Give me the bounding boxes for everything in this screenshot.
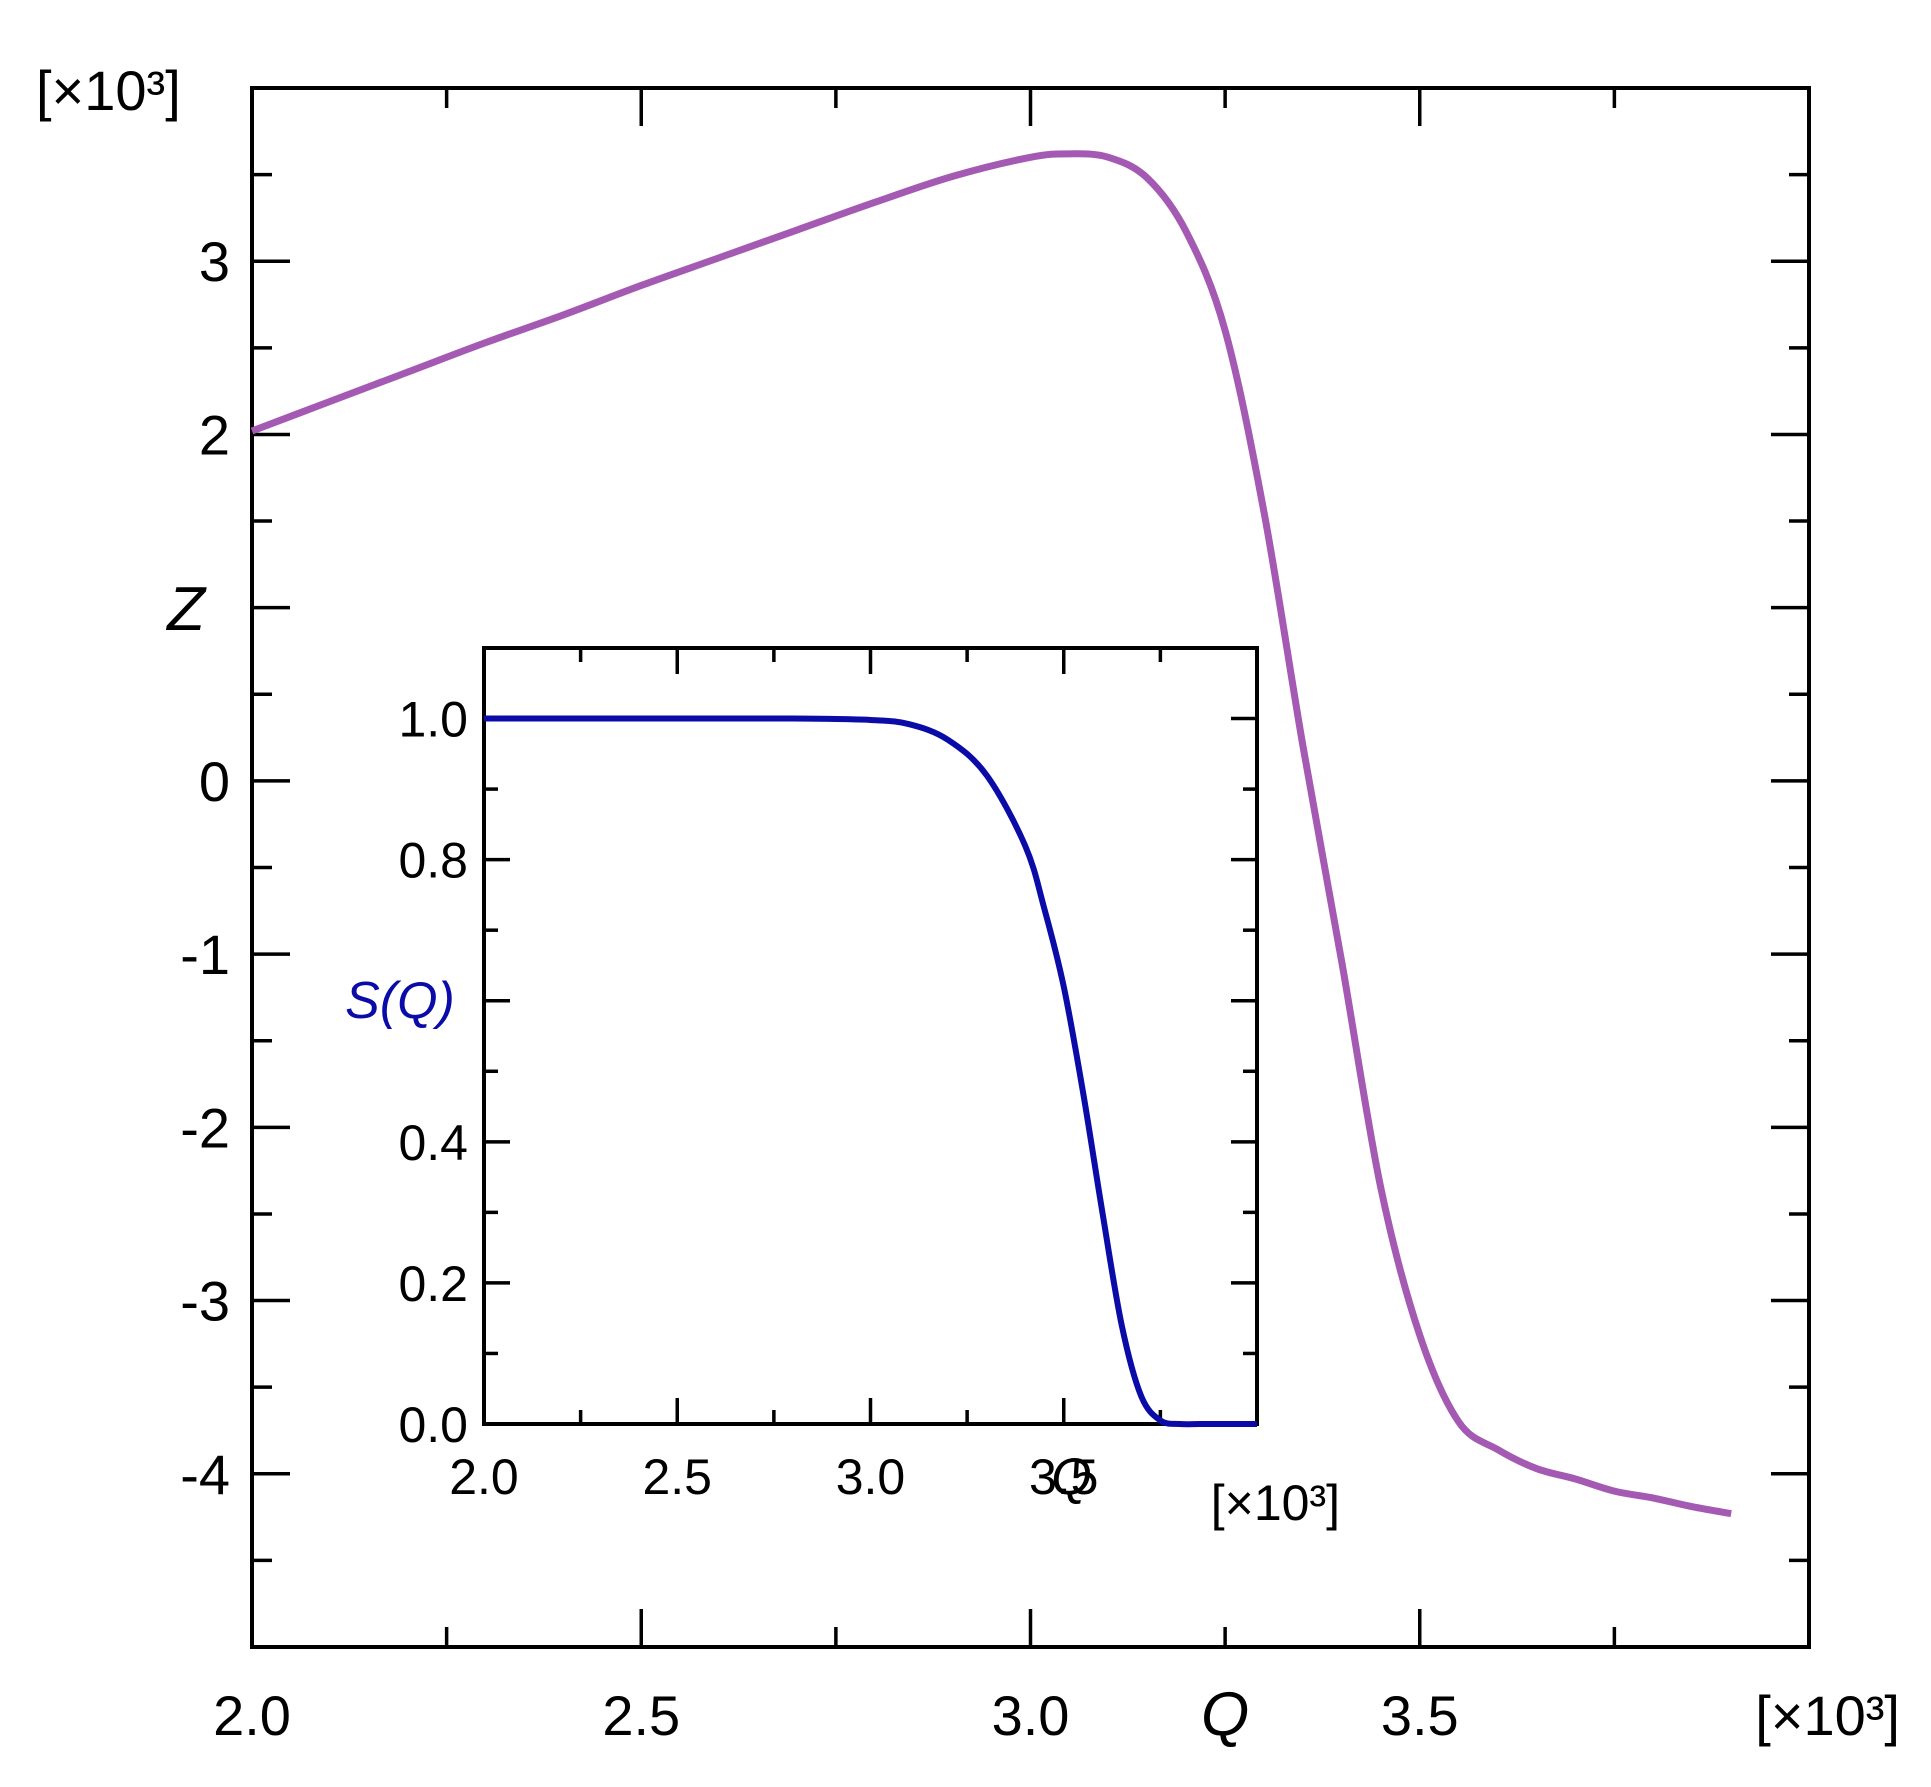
main-x-tick-label: 2.0 — [213, 1684, 291, 1747]
inset-y-tick-label: 0.4 — [398, 1115, 468, 1171]
main-y-axis-title: Z — [165, 575, 207, 644]
inset-x-tick-label: 3.5 — [1029, 1449, 1099, 1505]
main-y-tick-label: 0 — [199, 750, 230, 813]
main-x-axis-title: Q — [1201, 1680, 1249, 1749]
main-y-tick-label: 3 — [199, 230, 230, 293]
inset-y-axis-title: S(Q) — [345, 972, 455, 1030]
main-y-tick-label: -1 — [180, 923, 230, 986]
inset-y-tick-label: 0.2 — [398, 1256, 468, 1312]
main-y-tick-label: -4 — [180, 1443, 230, 1506]
inset-y-tick-label: 0.8 — [398, 833, 468, 889]
inset-chart: 2.0 2.5 3.0 3.5 0.0 0.2 0.4 0.8 1.0 Q S(Q) [×10³] — [345, 646, 1340, 1531]
inset-x-multiplier: [×10³] — [1211, 1475, 1340, 1531]
main-y-tick-label: -3 — [180, 1270, 230, 1333]
main-x-tick-label: 3.5 — [1381, 1684, 1459, 1747]
inset-x-axis-title: Q — [1051, 1448, 1091, 1506]
inset-y-tick-label: 1.0 — [398, 692, 468, 748]
inset-series-line-0 — [484, 715, 1257, 1428]
inset-x-tick-label: 3.0 — [836, 1449, 906, 1505]
main-x-tick-label: 2.5 — [602, 1684, 680, 1747]
inset-x-tick-label: 2.5 — [642, 1449, 712, 1505]
main-y-tick-label: 2 — [199, 403, 230, 466]
main-y-tick-label: -2 — [180, 1096, 230, 1159]
main-series-line-0 — [250, 150, 1732, 1518]
inset-y-tick-label: 0.0 — [398, 1397, 468, 1453]
main-y-multiplier: [×10³] — [36, 59, 181, 122]
main-x-tick-label: 3.0 — [992, 1684, 1070, 1747]
main-x-multiplier: [×10³] — [1755, 1684, 1900, 1747]
inset-x-tick-label: 2.0 — [449, 1449, 519, 1505]
main-chart: 2.0 2.5 3.0 3.5 -4 -3 -2 -1 0 2 3 Q Z [×10³] [×10³] — [36, 59, 1900, 1749]
